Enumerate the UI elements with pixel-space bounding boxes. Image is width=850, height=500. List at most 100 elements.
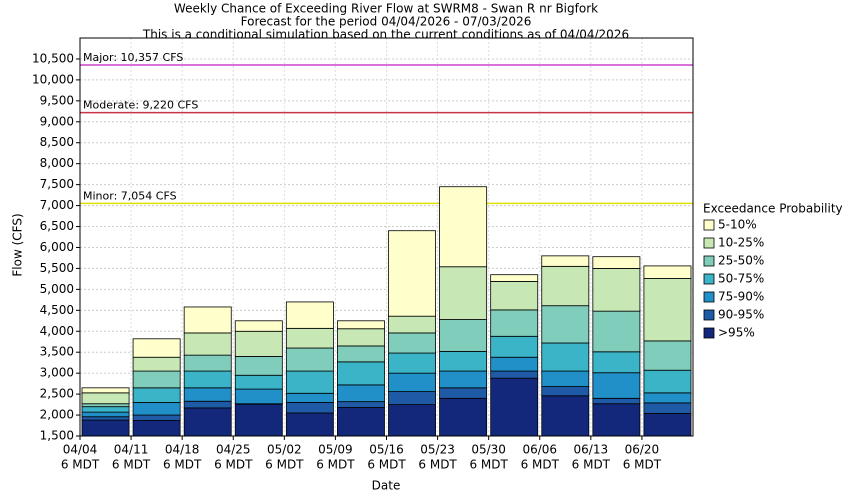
x-tick-label: 04/25 bbox=[216, 443, 251, 457]
y-tick-label: 3,000 bbox=[40, 366, 74, 380]
bar-segment bbox=[541, 255, 590, 267]
bar-segment bbox=[285, 327, 334, 349]
threshold-label: Major: 10,357 CFS bbox=[83, 51, 183, 64]
x-tick-label: 04/18 bbox=[165, 443, 200, 457]
bar-segment bbox=[285, 402, 334, 414]
bar-segment bbox=[183, 332, 232, 356]
y-tick-label: 6,000 bbox=[40, 240, 74, 254]
x-tick-label: 06/13 bbox=[574, 443, 609, 457]
bar-segment bbox=[490, 356, 539, 372]
bar-segment bbox=[592, 351, 641, 374]
bar-segment bbox=[592, 310, 641, 353]
bar-segment bbox=[234, 388, 283, 405]
x-tick-sublabel: 6 MDT bbox=[214, 458, 253, 472]
bar-segment bbox=[132, 420, 181, 437]
y-tick-label: 6,500 bbox=[40, 219, 74, 233]
bar-segment bbox=[541, 342, 590, 372]
bar-segment bbox=[337, 345, 385, 363]
x-tick-sublabel: 6 MDT bbox=[367, 458, 406, 472]
plot-frame bbox=[79, 37, 694, 437]
bar-segment bbox=[234, 320, 283, 332]
threshold-label: Minor: 7,054 CFS bbox=[83, 189, 177, 202]
bar-segment bbox=[183, 306, 232, 334]
x-tick-label: 04/04 bbox=[63, 443, 98, 457]
bar-segment bbox=[490, 281, 539, 311]
bar-segment bbox=[643, 412, 692, 437]
bar-segment bbox=[388, 352, 436, 374]
bar-segment bbox=[643, 402, 692, 414]
legend-swatch bbox=[703, 273, 715, 285]
bar-segment bbox=[643, 265, 692, 279]
bar-segment bbox=[490, 309, 539, 337]
x-tick-label: 05/23 bbox=[420, 443, 455, 457]
bar-segment bbox=[81, 416, 130, 421]
y-tick-label: 4,000 bbox=[40, 324, 74, 338]
bar-segment bbox=[183, 400, 232, 409]
bar-segment bbox=[592, 268, 641, 312]
bar-segment bbox=[439, 370, 488, 389]
bar-segment bbox=[81, 403, 130, 408]
x-tick-sublabel: 6 MDT bbox=[572, 458, 611, 472]
bar-segment bbox=[388, 404, 436, 437]
bar-segment bbox=[234, 355, 283, 376]
x-tick-sublabel: 6 MDT bbox=[418, 458, 457, 472]
bar-segment bbox=[388, 391, 436, 405]
bar-segment bbox=[81, 387, 130, 394]
legend-swatch bbox=[703, 327, 715, 339]
bar-segment bbox=[439, 266, 488, 320]
legend-label: 75-90% bbox=[718, 290, 764, 304]
y-tick-label: 7,500 bbox=[40, 177, 74, 191]
y-tick-label: 10,000 bbox=[32, 72, 74, 86]
x-tick-label: 05/02 bbox=[267, 443, 302, 457]
x-tick-label: 06/20 bbox=[625, 443, 660, 457]
bar-segment bbox=[183, 407, 232, 437]
x-tick-sublabel: 6 MDT bbox=[521, 458, 560, 472]
bar-segment bbox=[285, 301, 334, 329]
y-tick-label: 7,000 bbox=[40, 198, 74, 212]
bar-segment bbox=[490, 377, 539, 437]
legend-label: 10-25% bbox=[718, 236, 764, 250]
bar-segment bbox=[388, 332, 436, 354]
legend-swatch bbox=[703, 237, 715, 249]
legend-swatch bbox=[703, 291, 715, 303]
x-tick-label: 06/06 bbox=[522, 443, 557, 457]
bar-segment bbox=[490, 335, 539, 358]
y-tick-label: 5,000 bbox=[40, 282, 74, 296]
y-tick-label: 8,000 bbox=[40, 156, 74, 170]
bar-segment bbox=[592, 397, 641, 405]
x-tick-sublabel: 6 MDT bbox=[61, 458, 100, 472]
bar-segment bbox=[337, 401, 385, 408]
bar-segment bbox=[541, 305, 590, 344]
y-tick-label: 8,500 bbox=[40, 135, 74, 149]
plot-area bbox=[80, 38, 693, 436]
bar-segment bbox=[132, 370, 181, 389]
bar-segment bbox=[132, 356, 181, 372]
legend-label: 5-10% bbox=[718, 218, 757, 232]
bar-segment bbox=[183, 387, 232, 402]
bar-segment bbox=[439, 350, 488, 372]
bar-segment bbox=[643, 392, 692, 404]
y-axis-label: Flow (CFS) bbox=[11, 213, 25, 276]
bar-segment bbox=[388, 315, 436, 334]
bar-segment bbox=[132, 338, 181, 358]
bar-segment bbox=[81, 406, 130, 413]
bar-segment bbox=[490, 274, 539, 282]
bar-segment bbox=[81, 392, 130, 405]
bar-segment bbox=[285, 392, 334, 403]
bar-segment bbox=[337, 320, 385, 330]
bar-segment bbox=[285, 347, 334, 372]
y-tick-label: 4,500 bbox=[40, 303, 74, 317]
legend-swatch bbox=[703, 219, 715, 231]
x-tick-sublabel: 6 MDT bbox=[112, 458, 151, 472]
bar-segment bbox=[285, 370, 334, 394]
bar-segment bbox=[439, 186, 488, 268]
bar-segment bbox=[592, 372, 641, 399]
bar-segment bbox=[337, 407, 385, 437]
legend-label: 90-95% bbox=[718, 308, 764, 322]
bar-segment bbox=[592, 256, 641, 269]
y-tick-label: 1,500 bbox=[40, 429, 74, 443]
bar-segment bbox=[439, 387, 488, 399]
chart-title: Weekly Chance of Exceeding River Flow at… bbox=[174, 2, 598, 16]
bar-segment bbox=[337, 361, 385, 386]
